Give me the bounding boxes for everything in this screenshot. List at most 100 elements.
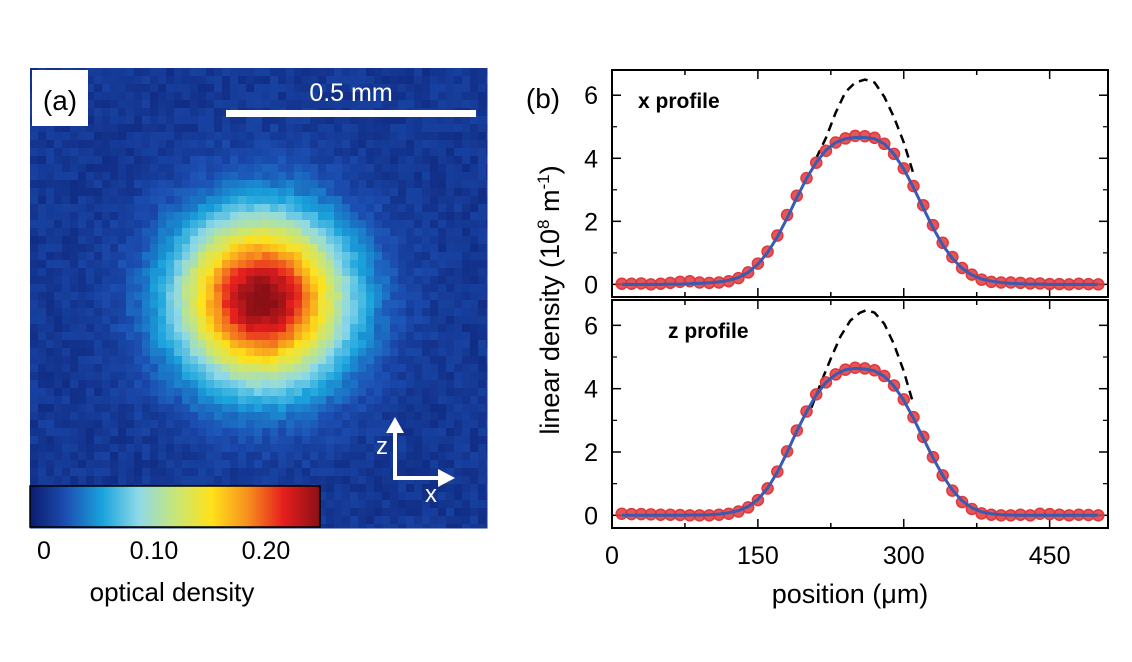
image-pixel [430,332,439,341]
image-pixel [222,276,231,285]
image-pixel [126,388,135,397]
image-pixel [94,380,103,389]
image-pixel [270,476,279,485]
image-pixel [30,308,39,317]
image-pixel [246,476,255,485]
image-pixel [470,92,479,101]
image-pixel [102,116,111,125]
image-pixel [270,172,279,181]
image-pixel [62,260,71,269]
image-pixel [310,436,319,445]
image-pixel [198,364,207,373]
image-pixel [94,476,103,485]
image-pixel [326,156,335,165]
image-pixel [422,124,431,133]
image-pixel [478,468,487,477]
image-pixel [38,444,47,453]
image-pixel [374,436,383,445]
image-pixel [110,396,119,405]
image-pixel [334,276,343,285]
image-pixel [478,156,487,165]
image-pixel [398,116,407,125]
image-pixel [118,364,127,373]
image-pixel [174,404,183,413]
image-pixel [174,196,183,205]
image-pixel [222,468,231,477]
image-pixel [246,156,255,165]
image-pixel [366,396,375,405]
image-pixel [62,380,71,389]
image-pixel [326,244,335,253]
image-pixel [406,316,415,325]
image-pixel [430,100,439,109]
image-pixel [70,380,79,389]
image-pixel [198,460,207,469]
image-pixel [174,156,183,165]
image-pixel [182,252,191,261]
image-pixel [118,228,127,237]
image-pixel [374,388,383,397]
image-pixel [182,116,191,125]
image-pixel [262,244,271,253]
image-pixel [318,468,327,477]
image-pixel [86,156,95,165]
image-pixel [166,324,175,333]
image-pixel [110,476,119,485]
image-pixel [358,164,367,173]
image-pixel [54,212,63,221]
image-pixel [278,84,287,93]
image-pixel [406,356,415,365]
image-pixel [462,228,471,237]
image-pixel [166,316,175,325]
image-pixel [142,116,151,125]
image-pixel [262,348,271,357]
image-pixel [398,404,407,413]
image-pixel [222,340,231,349]
image-pixel [134,188,143,197]
image-pixel [118,148,127,157]
image-pixel [214,324,223,333]
image-pixel [398,244,407,253]
image-pixel [366,484,375,493]
image-pixel [62,180,71,189]
image-pixel [94,444,103,453]
image-pixel [310,340,319,349]
image-pixel [454,76,463,85]
image-pixel [422,76,431,85]
image-pixel [270,100,279,109]
image-pixel [102,212,111,221]
image-pixel [350,228,359,237]
image-pixel [150,68,159,77]
image-pixel [486,196,488,205]
image-pixel [62,204,71,213]
image-pixel [446,196,455,205]
image-pixel [238,228,247,237]
image-pixel [406,468,415,477]
image-pixel [110,156,119,165]
image-pixel [310,380,319,389]
image-pixel [422,492,431,501]
image-pixel [366,428,375,437]
image-pixel [478,124,487,133]
image-pixel [374,244,383,253]
image-pixel [222,372,231,381]
image-pixel [302,84,311,93]
image-pixel [326,188,335,197]
image-pixel [422,260,431,269]
image-pixel [246,124,255,133]
image-pixel [318,124,327,133]
image-pixel [142,164,151,173]
image-pixel [214,356,223,365]
image-pixel [422,332,431,341]
image-pixel [462,140,471,149]
image-pixel [70,436,79,445]
image-pixel [246,300,255,309]
image-pixel [222,196,231,205]
image-pixel [214,300,223,309]
image-pixel [190,180,199,189]
image-pixel [318,436,327,445]
image-pixel [398,396,407,405]
image-pixel [230,276,239,285]
image-pixel [438,460,447,469]
image-pixel [214,108,223,117]
